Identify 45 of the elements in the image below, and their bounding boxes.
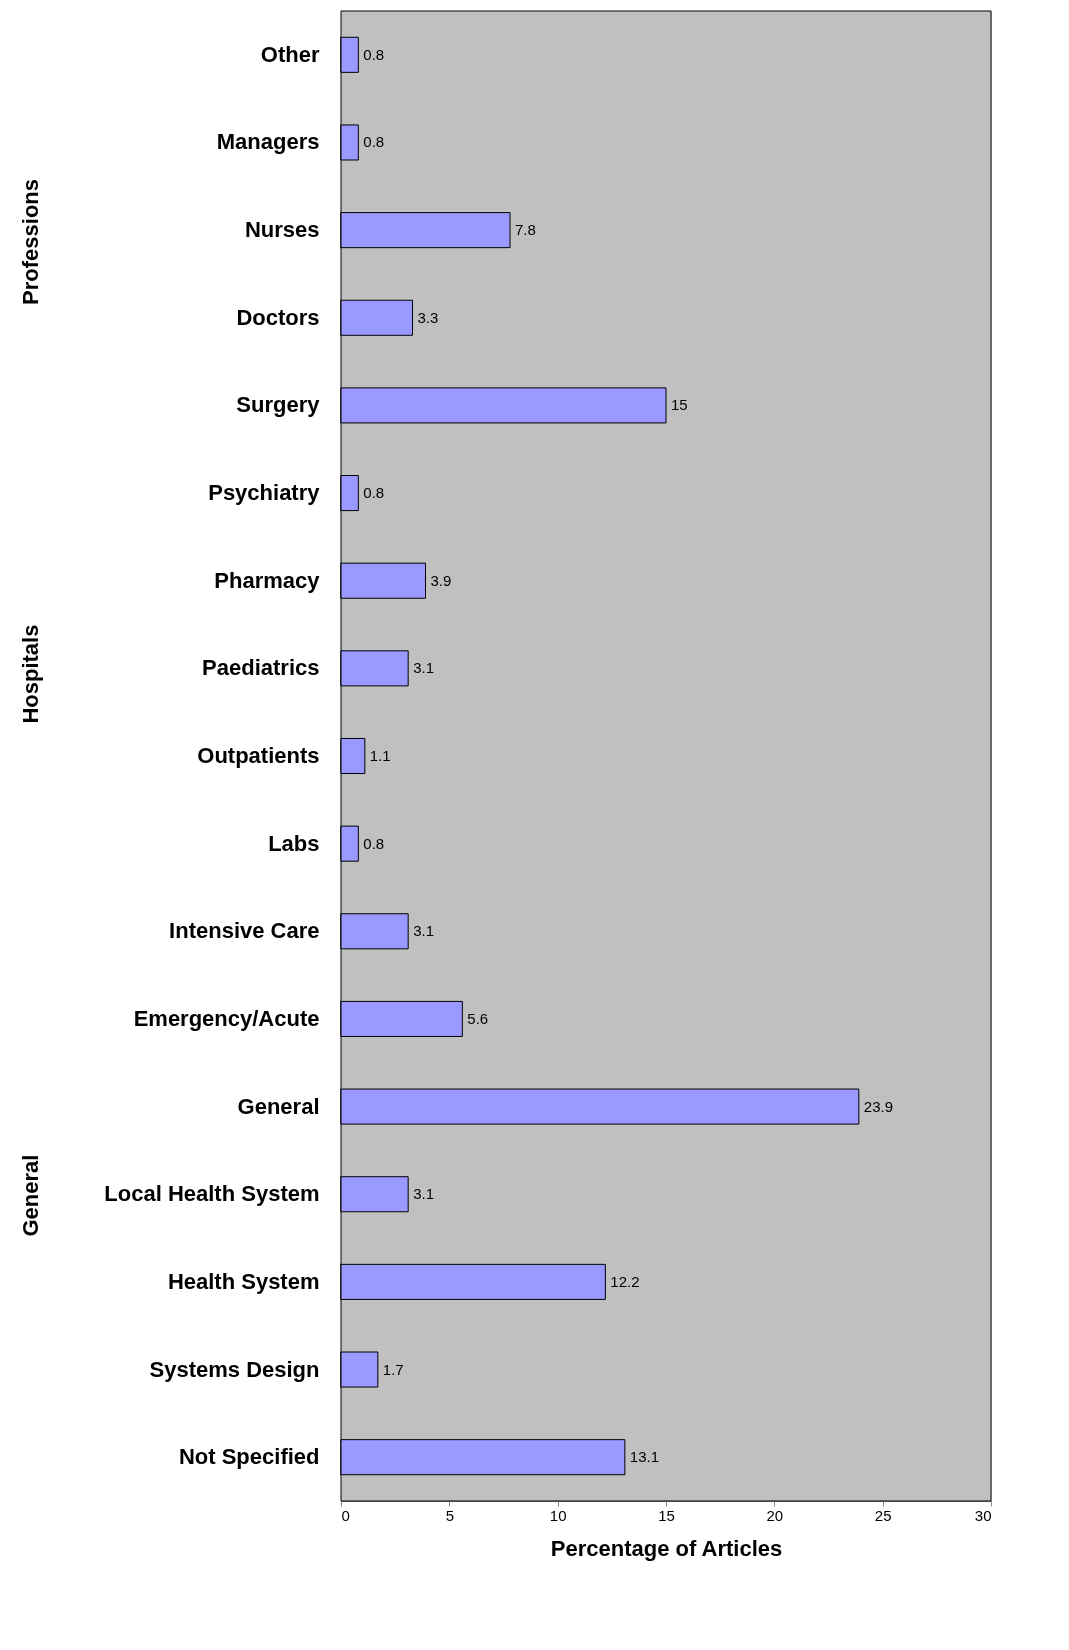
data-label: 0.8 [363,133,385,151]
data-label: 3.1 [413,922,435,940]
x-tick-label: 5 [445,1506,455,1524]
data-label: 0.8 [363,45,385,63]
y-tick-label: Psychiatry [208,480,321,506]
y-tick-label: Labs [268,830,320,856]
y-tick-label: Systems Design [149,1356,320,1382]
y-tick-label: Health System [167,1268,320,1294]
data-label: 0.8 [363,834,385,852]
data-label: 23.9 [863,1097,894,1115]
y-tick-label: Local Health System [104,1181,320,1207]
y-tick-label: Outpatients [197,743,320,768]
text: Professions [18,178,43,305]
y-tick-label: Surgery [236,392,321,418]
y-tick-label: Other [260,41,320,67]
x-axis-title: Percentage of Articles [550,1535,783,1561]
data-label: 1.1 [369,747,391,764]
x-tick-label: 30 [974,1506,992,1524]
data-label: 13.1 [629,1448,660,1466]
y-tick-label: Nurses [244,217,320,243]
data-label: 7.8 [515,221,536,239]
data-label: 12.2 [610,1272,640,1290]
data-label: 3.9 [430,571,452,589]
data-label: 15 [671,396,688,414]
y-tick-label: General [237,1093,320,1119]
x-tick-label: 15 [658,1506,675,1524]
data-label: 3.1 [413,659,435,677]
x-tick-label: 10 [549,1506,567,1524]
x-tick-label: 25 [874,1506,892,1524]
data-label: 0.8 [363,484,385,502]
y-tick-label: Not Specified [178,1444,320,1470]
y-tick-label: Pharmacy [214,567,321,593]
data-label: 5.6 [467,1009,489,1027]
x-tick-label: 20 [766,1506,784,1524]
y-tick-label: Paediatrics [202,655,320,681]
text: Hospitals [18,624,43,724]
x-tick-label: 0 [341,1506,350,1524]
y-tick-label: Intensive Care [169,918,320,944]
text: General [18,1154,43,1237]
y-tick-label: Managers [216,129,320,155]
y-tick-label: Doctors [236,304,320,330]
data-label: 3.1 [413,1185,435,1203]
data-label: 1.7 [382,1360,404,1378]
data-label: 3.3 [417,308,439,326]
y-tick-label: Emergency/Acute [133,1005,320,1031]
